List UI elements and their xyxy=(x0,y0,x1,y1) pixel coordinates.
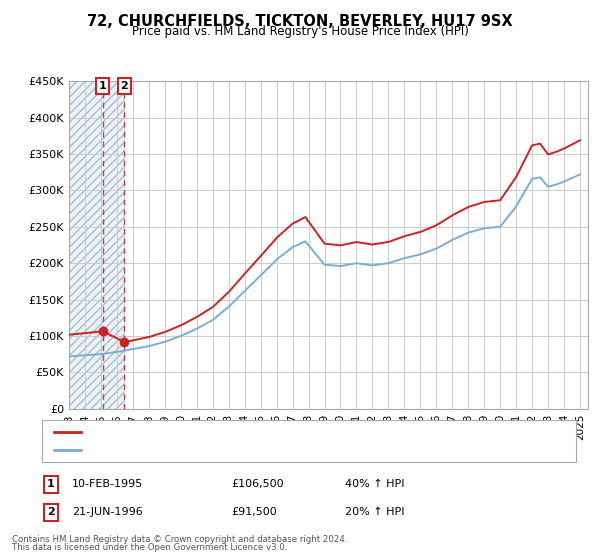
Text: Price paid vs. HM Land Registry's House Price Index (HPI): Price paid vs. HM Land Registry's House … xyxy=(131,25,469,38)
Text: 40% ↑ HPI: 40% ↑ HPI xyxy=(345,479,404,489)
Text: 1: 1 xyxy=(99,81,107,91)
Text: This data is licensed under the Open Government Licence v3.0.: This data is licensed under the Open Gov… xyxy=(12,543,287,552)
Bar xyxy=(69,81,124,409)
Text: Contains HM Land Registry data © Crown copyright and database right 2024.: Contains HM Land Registry data © Crown c… xyxy=(12,534,347,544)
Text: 1: 1 xyxy=(47,479,55,489)
Bar xyxy=(69,81,124,409)
Text: 2: 2 xyxy=(47,507,55,517)
Text: 20% ↑ HPI: 20% ↑ HPI xyxy=(345,507,404,517)
Text: £91,500: £91,500 xyxy=(231,507,277,517)
Text: 10-FEB-1995: 10-FEB-1995 xyxy=(72,479,143,489)
Text: 72, CHURCHFIELDS, TICKTON, BEVERLEY, HU17 9SX: 72, CHURCHFIELDS, TICKTON, BEVERLEY, HU1… xyxy=(87,14,513,29)
Text: 72, CHURCHFIELDS, TICKTON, BEVERLEY, HU17 9SX (detached house): 72, CHURCHFIELDS, TICKTON, BEVERLEY, HU1… xyxy=(84,427,449,437)
Text: HPI: Average price, detached house, East Riding of Yorkshire: HPI: Average price, detached house, East… xyxy=(84,445,400,455)
Text: £106,500: £106,500 xyxy=(231,479,284,489)
Text: 2: 2 xyxy=(121,81,128,91)
Text: 21-JUN-1996: 21-JUN-1996 xyxy=(72,507,143,517)
